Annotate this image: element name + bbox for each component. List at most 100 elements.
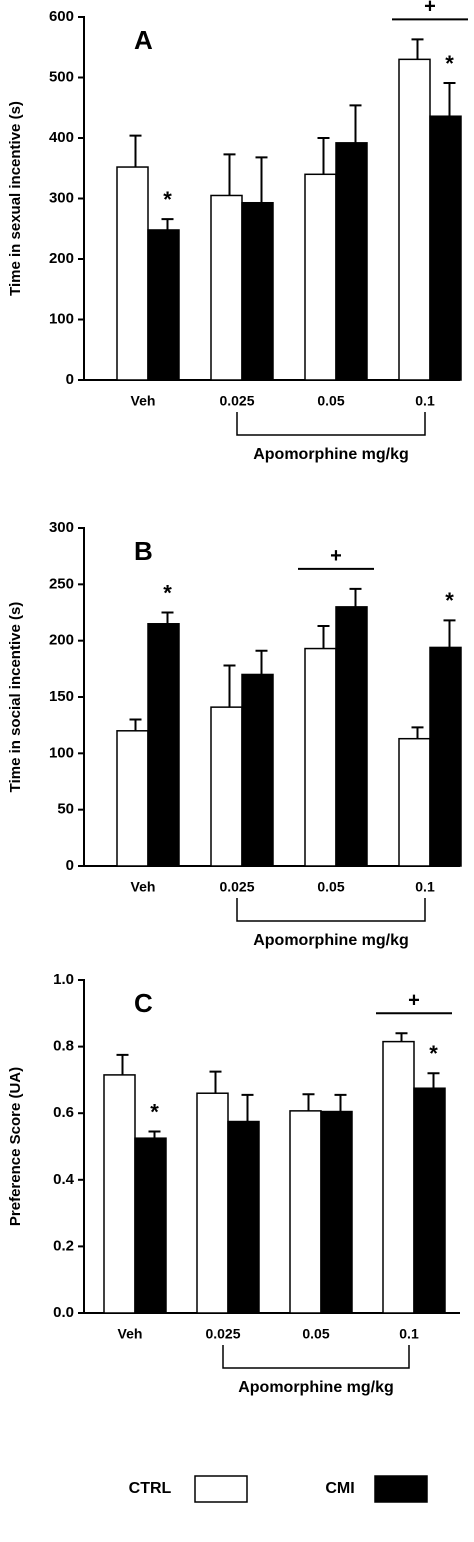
bar: [429, 115, 462, 381]
x-tick-label: 0.1: [415, 879, 435, 895]
significance-marker: *: [163, 187, 172, 212]
x-axis-label: Apomorphine mg/kg: [253, 446, 409, 463]
y-tick-label: 100: [49, 310, 74, 327]
bar: [103, 1074, 136, 1314]
y-tick-label: 0: [66, 371, 74, 388]
panel-label: B: [134, 536, 153, 566]
y-axis-label: Time in social incentive (s): [7, 602, 24, 793]
y-tick-label: 0.2: [53, 1237, 74, 1254]
error-bar: [443, 619, 456, 648]
dose-bracket: [236, 898, 426, 922]
x-axis-label: Apomorphine mg/kg: [238, 1379, 394, 1396]
error-bar: [302, 1093, 315, 1111]
error-bar: [129, 718, 142, 731]
bar: [398, 737, 431, 867]
error-bar: [223, 664, 236, 708]
y-tick-label: 1.0: [53, 971, 74, 988]
y-tick-label: 300: [49, 189, 74, 206]
error-bar: [255, 156, 268, 203]
error-bar: [317, 137, 330, 175]
x-tick-label: 0.05: [302, 1326, 329, 1342]
y-tick-label: 0.0: [53, 1304, 74, 1321]
error-bar: [161, 218, 174, 230]
error-bar: [241, 1093, 254, 1122]
x-tick-label: 0.1: [399, 1326, 419, 1342]
y-tick-label: 0.4: [53, 1171, 75, 1188]
error-bar: [349, 587, 362, 607]
bar: [413, 1087, 446, 1314]
x-tick-label: Veh: [118, 1326, 143, 1342]
error-bar: [411, 726, 424, 739]
bar: [382, 1040, 415, 1314]
group-marker: +: [424, 0, 436, 18]
bar: [196, 1092, 229, 1314]
bar: [210, 706, 243, 867]
error-bar: [395, 1032, 408, 1042]
y-axis-label: Preference Score (UA): [7, 1067, 24, 1226]
significance-marker: *: [445, 51, 454, 76]
y-tick-label: 400: [49, 129, 74, 146]
bar: [210, 194, 243, 381]
bar: [289, 1110, 322, 1314]
bar: [335, 606, 368, 867]
error-bar: [148, 1130, 161, 1139]
error-bar: [116, 1053, 129, 1075]
y-tick-label: 50: [57, 801, 74, 818]
error-bar: [161, 611, 174, 624]
bar: [429, 646, 462, 867]
x-tick-label: 0.1: [415, 393, 435, 409]
bar: [335, 142, 368, 381]
error-bar: [129, 134, 142, 168]
bar: [304, 173, 337, 381]
legend-label: CMI: [325, 1480, 354, 1497]
x-axis-label: Apomorphine mg/kg: [253, 932, 409, 949]
panel-label: C: [134, 988, 153, 1018]
error-bar: [223, 153, 236, 196]
y-tick-label: 600: [49, 8, 74, 25]
error-bar: [411, 38, 424, 60]
bar: [304, 647, 337, 867]
error-bar: [317, 625, 330, 649]
bar: [398, 58, 431, 381]
y-tick-label: 100: [49, 744, 74, 761]
y-tick-label: 0: [66, 857, 74, 874]
bar: [320, 1110, 353, 1314]
y-tick-label: 0.6: [53, 1104, 74, 1121]
error-bar: [209, 1070, 222, 1094]
legend-swatch: [194, 1475, 248, 1503]
legend-swatch: [374, 1475, 428, 1503]
bar: [116, 730, 149, 867]
dose-bracket: [222, 1345, 410, 1369]
x-tick-label: 0.025: [219, 393, 254, 409]
group-marker: +: [330, 545, 342, 567]
panel-label: A: [134, 25, 153, 55]
bar: [134, 1137, 167, 1314]
dose-bracket: [236, 412, 426, 436]
y-tick-label: 200: [49, 250, 74, 267]
significance-marker: *: [445, 588, 454, 613]
error-bar: [349, 104, 362, 143]
bar: [147, 229, 180, 381]
y-tick-label: 300: [49, 519, 74, 536]
error-bar: [255, 649, 268, 675]
x-tick-label: Veh: [131, 879, 156, 895]
x-tick-label: 0.025: [205, 1326, 240, 1342]
y-axis-label: Time in sexual incentive (s): [7, 101, 24, 296]
significance-marker: *: [150, 1099, 159, 1124]
error-bar: [427, 1072, 440, 1089]
significance-marker: *: [163, 580, 172, 605]
bar: [241, 673, 274, 867]
y-tick-label: 500: [49, 68, 74, 85]
legend-label: CTRL: [129, 1480, 172, 1497]
bar: [241, 201, 274, 381]
y-tick-label: 200: [49, 632, 74, 649]
x-tick-label: 0.05: [317, 393, 344, 409]
significance-marker: *: [429, 1041, 438, 1066]
x-tick-label: 0.05: [317, 879, 344, 895]
group-marker: +: [408, 990, 420, 1012]
bar: [227, 1120, 260, 1314]
x-tick-label: Veh: [131, 393, 156, 409]
y-tick-label: 150: [49, 688, 74, 705]
bar: [147, 623, 180, 867]
